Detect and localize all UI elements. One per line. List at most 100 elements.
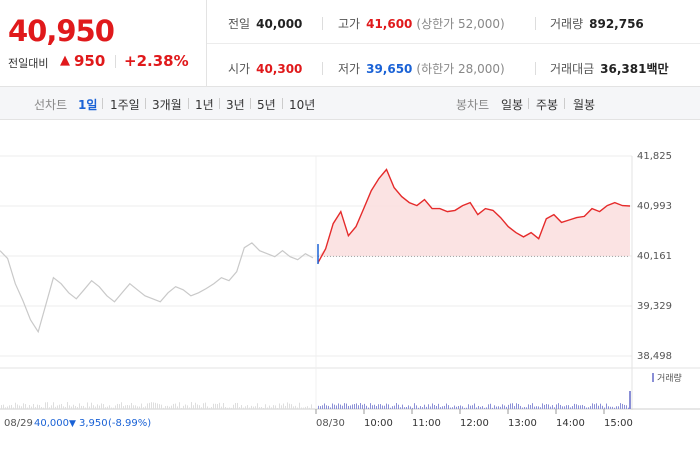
volume-bar	[245, 406, 246, 409]
volume-bar	[143, 407, 144, 409]
volume-bar	[534, 406, 535, 409]
volume-bar	[362, 404, 363, 409]
tab-3-years[interactable]: 3년	[226, 98, 245, 112]
volume-bar	[574, 403, 575, 409]
tab-monthly-candle[interactable]: 월봉	[573, 98, 596, 112]
stat-value: 41,600	[366, 17, 413, 31]
volume-bar	[161, 404, 162, 409]
stat-label: 시가	[228, 62, 251, 76]
volume-bar	[261, 407, 262, 409]
volume-bar	[556, 404, 557, 409]
volume-bar	[588, 407, 589, 409]
volume-bar	[496, 406, 497, 409]
stat-open: 시가 40,300	[228, 60, 302, 77]
volume-bar	[215, 403, 216, 409]
volume-bar	[275, 405, 276, 409]
volume-bar	[418, 407, 419, 409]
volume-bar	[217, 404, 218, 409]
volume-bar	[438, 403, 439, 409]
volume-bar	[219, 402, 220, 409]
volume-bar	[47, 402, 48, 409]
volume-bar	[13, 407, 14, 409]
volume-bar	[283, 403, 284, 409]
volume-bar	[324, 403, 325, 409]
volume-bar	[590, 406, 591, 409]
change-label: 전일대비	[8, 57, 49, 70]
volume-bar	[500, 406, 501, 409]
x-tick-label: 15:00	[604, 418, 633, 429]
volume-bar	[360, 403, 361, 409]
volume-bar	[39, 405, 40, 409]
volume-bar	[462, 406, 463, 409]
volume-bar	[566, 405, 567, 409]
volume-bar	[19, 405, 20, 409]
volume-bar	[63, 406, 64, 409]
volume-bar	[139, 406, 140, 409]
volume-bar	[610, 406, 611, 409]
volume-bar	[49, 407, 50, 409]
volume-bar	[31, 406, 32, 409]
volume-bar	[366, 405, 367, 409]
volume-bar	[398, 404, 399, 409]
volume-bar	[125, 405, 126, 409]
volume-bar	[101, 403, 102, 409]
tab-3-months[interactable]: 3개월	[152, 98, 182, 112]
volume-bar	[562, 406, 563, 409]
prev-day-change: 3,950	[79, 418, 108, 429]
tab-daily-candle[interactable]: 일봉	[501, 98, 524, 112]
volume-bar	[392, 406, 393, 409]
volume-bar	[442, 406, 443, 409]
volume-bar	[285, 405, 286, 409]
tab-1-year[interactable]: 1년	[195, 98, 214, 112]
volume-bar	[203, 403, 204, 409]
volume-bar	[307, 406, 308, 409]
tab-1-day[interactable]: 1일	[78, 98, 98, 112]
volume-bar	[384, 405, 385, 409]
volume-bar	[191, 402, 192, 409]
today-area-fill	[318, 169, 630, 256]
volume-bar	[35, 407, 36, 409]
volume-bar	[482, 406, 483, 409]
volume-bar	[318, 405, 319, 409]
tab-10-years[interactable]: 10년	[289, 98, 316, 112]
volume-bar	[23, 403, 24, 409]
tab-weekly-candle[interactable]: 주봉	[536, 98, 559, 112]
stat-value: 40,300	[256, 62, 303, 76]
stat-label: 고가	[338, 17, 361, 31]
volume-bar	[478, 405, 479, 409]
tab-5-years[interactable]: 5년	[257, 98, 276, 112]
line-chart-title: 선차트	[34, 98, 68, 112]
volume-bar	[181, 407, 182, 409]
volume-bar	[151, 402, 152, 409]
volume-bar	[303, 407, 304, 409]
volume-bar	[255, 406, 256, 409]
volume-bar	[27, 407, 28, 409]
volume-bar	[552, 405, 553, 409]
volume-bar	[340, 404, 341, 409]
volume-bar	[309, 407, 310, 409]
volume-bar	[420, 406, 421, 409]
tab-1-week[interactable]: 1주일	[110, 98, 140, 112]
volume-legend-label: 거래량	[657, 372, 682, 384]
volume-bar	[311, 404, 312, 409]
prev-day-percent: (-8.99%)	[108, 418, 151, 429]
volume-bar	[408, 405, 409, 409]
volume-bar	[119, 404, 120, 409]
volume-bar	[89, 406, 90, 409]
tab-divider	[145, 98, 146, 109]
volume-bar	[406, 406, 407, 409]
volume-bar	[616, 406, 617, 409]
volume-bar	[600, 403, 601, 409]
volume-bar	[223, 403, 224, 409]
volume-bar	[169, 406, 170, 409]
volume-bar	[446, 403, 447, 409]
volume-bar	[113, 407, 114, 409]
volume-bar	[490, 403, 491, 409]
volume-bar	[428, 404, 429, 409]
volume-bar	[582, 404, 583, 409]
volume-bar	[522, 407, 523, 409]
volume-bar	[227, 407, 228, 409]
volume-bar	[376, 406, 377, 409]
volume-bar	[205, 402, 206, 409]
x-tick-label: 14:00	[556, 418, 585, 429]
